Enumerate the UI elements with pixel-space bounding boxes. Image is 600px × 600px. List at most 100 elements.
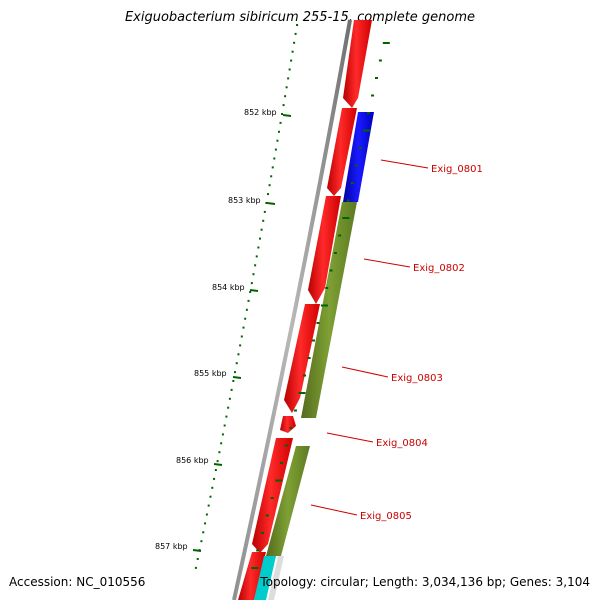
tick-mark [251, 567, 259, 569]
tick-dot [250, 282, 253, 285]
tick-dot [290, 59, 293, 62]
leader-line [310, 504, 358, 516]
tick-mark [338, 234, 342, 237]
tick-dot [202, 531, 205, 534]
kbp-label: 852 kbp [244, 108, 277, 117]
gene-label-exig-0804[interactable]: Exig_0804 [376, 438, 428, 449]
gene-arrow-reverse-olive-2[interactable] [266, 446, 310, 556]
tick-dot [214, 469, 217, 471]
tick-dot [265, 202, 268, 204]
gene-arrow-forward-4[interactable] [284, 304, 320, 413]
tick-dot [211, 486, 214, 489]
tick-mark [374, 77, 378, 79]
gene-label-exig-0801[interactable]: Exig_0801 [431, 164, 483, 175]
tick-dot [218, 451, 221, 454]
tick-dot [234, 371, 237, 374]
tick-dot [213, 477, 216, 480]
tick-mark [333, 252, 337, 254]
tick-dot [268, 184, 271, 187]
gene-arrow-forward-7[interactable] [238, 552, 266, 600]
gene-arrow-reverse-cyan[interactable] [254, 556, 276, 600]
tick-dot [242, 326, 245, 329]
tick-dot [287, 77, 290, 80]
tick-mark [303, 374, 307, 377]
tick-dot [230, 388, 233, 391]
tick-dot [294, 32, 297, 35]
tick-dot [220, 442, 223, 445]
tick-dot [205, 513, 208, 516]
kbp-tick [249, 289, 259, 292]
leader-line [380, 159, 429, 169]
tick-dot [235, 362, 238, 365]
tick-dot [281, 113, 284, 115]
tick-dot [247, 299, 250, 302]
tick-dot [255, 255, 258, 258]
tick-dot [270, 175, 273, 178]
gene-arrow-forward-1[interactable] [343, 20, 372, 108]
tick-dot [263, 210, 266, 213]
tick-mark [265, 514, 269, 517]
tick-mark [382, 42, 390, 44]
tick-dot [209, 495, 212, 498]
tick-dot [277, 130, 280, 133]
reverse-strand-track [254, 112, 374, 600]
outer-tick-track [251, 42, 390, 569]
tick-dot [291, 50, 294, 53]
tick-mark [270, 497, 274, 499]
tick-dot [232, 380, 235, 382]
inner-tick-track [194, 24, 299, 569]
tick-dot [285, 86, 288, 89]
kbp-label: 855 kbp [194, 369, 227, 378]
gene-arrow-reverse-olive-1[interactable] [301, 202, 357, 418]
tick-mark [298, 392, 306, 394]
tick-dot [207, 504, 210, 507]
gene-arrow-reverse-white [268, 556, 284, 600]
tick-dot [240, 335, 243, 338]
tick-dot [252, 273, 255, 276]
tick-mark [350, 182, 354, 184]
gene-arrow-forward-5[interactable] [280, 416, 296, 433]
tick-dot [194, 566, 197, 569]
tick-dot [262, 219, 265, 222]
gene-label-exig-0805[interactable]: Exig_0805 [360, 511, 412, 522]
tick-mark [325, 287, 329, 289]
leader-line [326, 432, 374, 443]
genome-backbone [232, 19, 352, 600]
gene-arrow-forward-6[interactable] [252, 438, 293, 553]
tick-mark [371, 94, 375, 97]
tick-mark [342, 217, 350, 219]
kbp-label: 856 kbp [176, 456, 209, 465]
tick-mark [312, 339, 316, 342]
tick-dot [249, 291, 252, 293]
kbp-tick [213, 463, 223, 466]
tick-mark [358, 147, 362, 149]
kbp-tick [266, 202, 276, 205]
tick-dot [288, 68, 291, 71]
gene-label-exig-0803[interactable]: Exig_0803 [391, 373, 443, 384]
tick-mark [289, 427, 293, 429]
tick-dot [244, 317, 247, 320]
tick-mark [275, 479, 283, 482]
gene-arrow-reverse-blue[interactable] [343, 112, 374, 202]
gene-arrow-forward-3[interactable] [308, 196, 341, 304]
map-title: Exiguobacterium sibiricum 255-15, comple… [124, 10, 476, 25]
tick-mark [261, 532, 265, 534]
tick-dot [227, 406, 230, 409]
tick-dot [274, 148, 277, 151]
tick-dot [239, 344, 242, 347]
gene-arrow-forward-2[interactable] [327, 108, 357, 196]
tick-dot [257, 246, 260, 249]
kbp-label: 854 kbp [212, 283, 245, 292]
tick-dot [216, 460, 219, 463]
tick-mark [307, 357, 311, 359]
tick-dot [279, 121, 282, 124]
tick-dot [296, 24, 299, 26]
gene-labels: Exig_0801 Exig_0802 Exig_0803 Exig_0804 … [310, 159, 483, 522]
tick-dot [258, 237, 261, 240]
tick-dot [282, 104, 285, 107]
tick-dot [293, 41, 296, 44]
tick-mark [316, 322, 320, 324]
kbp-label: 853 kbp [228, 196, 261, 205]
gene-label-exig-0802[interactable]: Exig_0802 [413, 263, 465, 274]
